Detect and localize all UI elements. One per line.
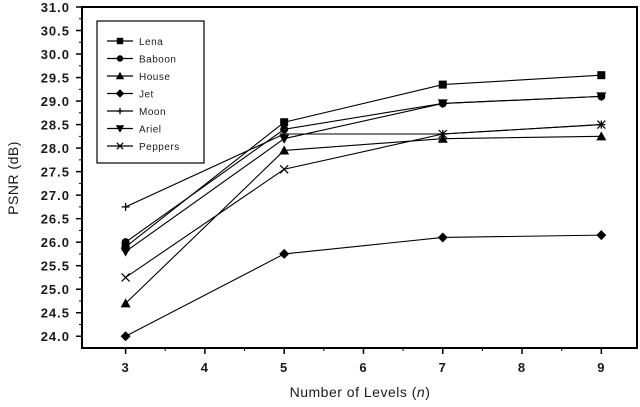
data-point: [120, 298, 131, 308]
legend-item-ariel: Ariel: [107, 125, 162, 136]
data-point: [279, 248, 290, 259]
y-tick-label: 24.0: [41, 329, 70, 344]
data-point: [596, 131, 607, 141]
y-tick-label: 25.0: [41, 282, 70, 297]
series-line: [125, 95, 602, 253]
y-tick-label: 29.5: [41, 71, 70, 86]
data-point: [438, 129, 448, 139]
legend-label: House: [139, 72, 170, 83]
legend-label: Peppers: [139, 142, 180, 153]
data-point: [438, 80, 447, 89]
data-point: [279, 134, 290, 144]
data-point: [437, 232, 448, 243]
x-tick-label: 5: [280, 360, 288, 375]
y-tick-label: 28.5: [41, 118, 70, 133]
x-tick-label: 3: [121, 360, 129, 375]
legend-label: Lena: [139, 37, 163, 48]
y-axis-title: PSNR (dB): [5, 141, 21, 215]
x-tick-label: 4: [201, 360, 209, 375]
legend-label: Jet: [139, 90, 154, 101]
x-axis-title: Number of Levels (n): [290, 384, 431, 400]
series-line: [125, 234, 602, 337]
legend-label: Baboon: [139, 55, 176, 66]
y-tick-label: 28.0: [41, 141, 70, 156]
data-point: [279, 145, 290, 155]
x-tick-label: 7: [439, 360, 447, 375]
data-point: [121, 238, 130, 247]
series-lena: [121, 71, 606, 251]
y-tick-label: 29.0: [41, 94, 70, 109]
plot-frame: [81, 6, 638, 349]
series-ariel: [120, 92, 607, 257]
series-line: [125, 135, 602, 304]
y-tick-label: 26.5: [41, 212, 70, 227]
triangle-down-marker-icon: [115, 125, 125, 133]
data-point: [121, 273, 131, 282]
data-point: [596, 120, 606, 130]
x-marker-icon: [116, 142, 124, 150]
y-tick-label: 31.0: [41, 0, 70, 15]
x-tick-label: 8: [518, 360, 526, 375]
y-tick-label: 30.0: [41, 47, 70, 62]
legend-item-house: House: [107, 71, 170, 83]
data-point: [596, 230, 607, 241]
legend-item-moon: Moon: [107, 107, 166, 118]
series-jet: [120, 230, 607, 342]
y-axis: 24.0 24.5 25.0 25.5 26.0 26.5 27.0 27.5 28.0 28.5…: [41, 0, 82, 344]
legend-label: Moon: [139, 107, 166, 118]
square-marker-icon: [116, 37, 124, 45]
triangle-up-marker-icon: [115, 71, 125, 80]
legend-box: [96, 20, 205, 164]
data-point: [120, 247, 131, 257]
legend: Lena Baboon House Jet Moon Ariel Peppers: [96, 20, 205, 164]
circle-marker-icon: [116, 55, 124, 62]
y-tick-label: 30.5: [41, 24, 70, 39]
y-tick-label: 26.0: [41, 235, 70, 250]
series-line: [125, 74, 602, 248]
y-tick-label: 27.0: [41, 188, 70, 203]
legend-item-jet: Jet: [107, 89, 154, 101]
plot-border: [81, 6, 638, 349]
diamond-marker-icon: [115, 89, 125, 98]
data-point: [279, 164, 289, 174]
series-layer: [120, 71, 607, 342]
legend-label: Ariel: [139, 125, 162, 136]
data-point: [280, 118, 289, 127]
y-tick-label: 27.5: [41, 165, 70, 180]
data-point: [437, 99, 448, 109]
legend-item-baboon: Baboon: [107, 55, 176, 66]
data-point: [596, 92, 607, 102]
data-point: [121, 202, 130, 211]
x-tick-label: 9: [597, 360, 605, 375]
series-house: [120, 131, 607, 308]
y-tick-label: 25.5: [41, 259, 70, 274]
legend-item-lena: Lena: [107, 37, 163, 48]
data-point: [120, 331, 131, 342]
plus-marker-icon: [116, 107, 124, 115]
series-peppers: [121, 120, 606, 282]
data-point: [121, 242, 130, 251]
y-tick-label: 24.5: [41, 306, 70, 321]
legend-item-peppers: Peppers: [107, 142, 180, 153]
data-point: [437, 133, 448, 143]
x-tick-label: 6: [359, 360, 367, 375]
data-point: [280, 125, 289, 134]
x-axis: 3 4 5 6 7 8 9: [121, 348, 605, 375]
series-line: [125, 124, 602, 278]
data-point: [597, 71, 606, 80]
